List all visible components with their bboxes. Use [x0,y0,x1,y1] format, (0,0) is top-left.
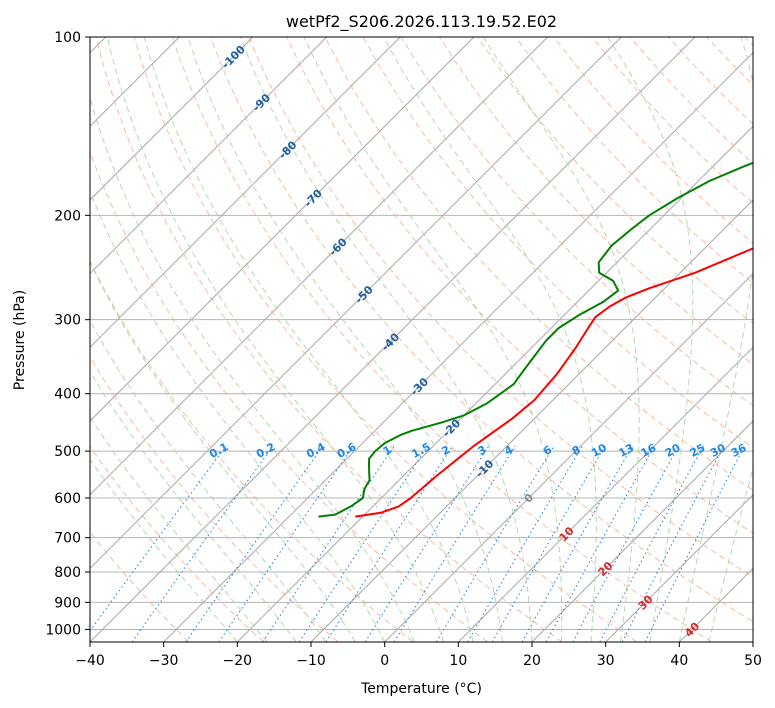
x-tick-label: 40 [670,653,688,669]
y-tick-label: 900 [54,595,81,611]
mixing-ratio-label: 13 [617,441,637,460]
moist-adiabat-line [482,37,640,642]
isotherm-line [90,37,475,422]
moist-adiabat-line [106,37,445,642]
dry-adiabat-line [133,37,638,642]
dry-adiabat-line [515,37,753,284]
y-tick-label: 1000 [45,622,81,638]
mixing-ratio-line [393,445,516,642]
y-tick-label: 500 [54,444,81,460]
mixing-ratio-line [364,445,490,642]
x-tick-label: −40 [75,653,105,669]
isotherm-line [90,37,401,349]
x-tick-label: 30 [597,653,615,669]
x-tick-label: 20 [523,653,541,669]
moist-adiabat-line [90,319,327,642]
y-tick-label: 400 [54,387,81,403]
chart-title: wetPf2_S206.2026.113.19.52.E02 [286,12,557,32]
y-tick-label: 700 [54,531,81,547]
dry-adiabat-line [90,445,264,642]
isotherm-line [90,37,254,201]
moist-adiabat-line [239,37,533,642]
moist-adiabat-line [303,37,563,642]
moist-adiabat-line [90,96,415,642]
mixing-ratio-line [545,445,656,642]
moist-adiabat-line [90,370,297,642]
y-tick-label: 800 [54,565,81,581]
mixing-ratio-line [467,445,584,642]
moist-adiabat-line [708,466,753,642]
moist-adiabat-line [90,416,268,642]
temperature-profile-line [355,247,753,518]
isotherm-line [90,37,328,275]
y-tick-label: 200 [54,208,81,224]
moist-adiabat-line [678,37,753,642]
dry-adiabat-line [286,37,753,534]
x-tick-label: −20 [223,653,253,669]
y-axis-label: Pressure (hPa) [12,290,28,390]
moist-adiabat-line [90,189,386,642]
mixing-ratio-line [491,445,606,642]
axis-layer: −40 −30 −20 −10 0 10 20 30 40 50 1000 900 800 700 600 5… [45,30,762,669]
grid-layer [90,37,753,642]
mixing-ratio-line [521,445,633,642]
mixing-ratio-line [325,445,454,642]
x-tick-label: 0 [380,653,389,669]
mixing-ratio-label: 25 [688,441,708,460]
mixing-ratio-label: 20 [663,441,683,460]
mixing-ratio-label: 30 [708,441,728,460]
dry-adiabat-line [95,37,563,642]
x-axis-label: Temperature (°C) [360,681,482,697]
isotherm-line [531,420,753,642]
isotherm-line [236,125,753,642]
moist-adiabat-line [187,37,503,642]
mixing-ratio-label: 16 [639,441,659,460]
moist-adiabat-line [607,37,694,642]
x-tick-label: −30 [149,653,179,669]
dry-adiabat-line [171,37,712,642]
dry-adiabat-line [210,37,753,623]
x-tick-label: 10 [449,653,467,669]
moist-adiabat-line [90,260,356,642]
isotherm-line [605,493,753,642]
mixing-ratio-line [262,445,395,642]
isotherm-line [90,37,696,642]
mixing-ratio-label: 10 [589,441,609,460]
mixing-ratio-line [298,445,429,642]
plot-frame [89,36,754,643]
isotherm-line [90,37,549,496]
dry-adiabat-line [248,37,753,578]
mixing-ratio-line [572,445,680,642]
y-tick-label: 100 [54,30,81,46]
x-tick-label: −10 [296,653,326,669]
isotherm-line [163,51,753,642]
moist-adiabat-line [383,37,597,642]
isotherm-line [90,37,622,570]
data-layer [318,161,753,518]
mixing-ratio-line [435,445,555,642]
dewpoint-profile-line [318,161,753,518]
y-tick-label: 600 [54,491,81,507]
mixing-ratio-label: 36 [729,441,749,460]
moist-adiabat-line [143,37,474,642]
isotherm-line [384,272,753,642]
y-tick-label: 300 [54,313,81,329]
x-tick-label: 50 [744,653,762,669]
moist-adiabat-line [90,458,238,642]
dry-adiabat-line [90,259,414,642]
